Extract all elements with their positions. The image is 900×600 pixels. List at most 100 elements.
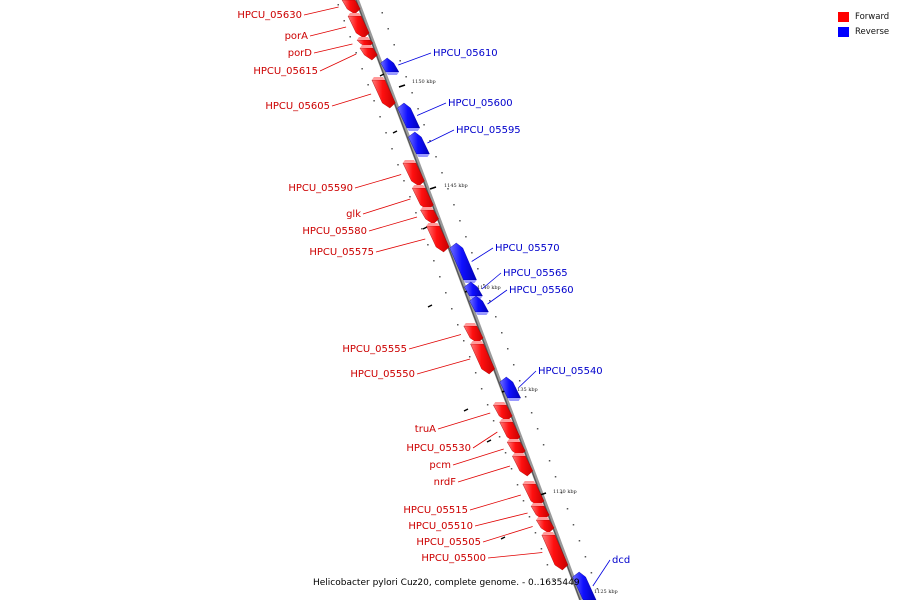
map-dot [489,300,491,302]
forward-gene[interactable] [535,517,555,534]
forward-gene[interactable] [371,77,396,109]
reverse-gene[interactable] [449,242,477,283]
gene-arrow-cap [512,453,526,456]
reverse-gene[interactable] [572,571,597,600]
map-dot [524,396,527,398]
gene-label[interactable]: HPCU_05560 [509,285,574,296]
gene-label[interactable]: HPCU_05540 [538,366,603,377]
gene-label[interactable]: HPCU_05500 [421,553,486,564]
gene-label[interactable]: HPCU_05555 [342,344,407,355]
gene-label-leader [398,52,432,66]
gene-label[interactable]: HPCU_05605 [265,101,330,112]
map-dot [373,100,375,102]
gene-label-leader [303,6,339,16]
gene-label[interactable]: HPCU_05565 [503,268,568,279]
gene-label-leader [354,174,402,189]
forward-gene[interactable] [470,341,495,375]
gene-label[interactable]: HPCU_05505 [416,537,481,548]
map-dot [546,564,549,566]
gene-label-leader [408,334,462,350]
forward-gene[interactable] [492,402,513,422]
map-dot [516,484,519,486]
gene-label-leader [416,102,447,116]
gene-label[interactable]: HPCU_05550 [350,369,415,380]
forward-gene[interactable] [426,223,450,253]
reverse-gene[interactable] [380,57,400,75]
reverse-gene[interactable] [397,102,421,131]
gene-label[interactable]: porA [285,31,309,42]
gene-label[interactable]: truA [415,424,436,435]
gene-label-leader [474,512,528,527]
gene-label[interactable]: HPCU_05630 [237,10,302,21]
gene-label-leader [375,238,426,253]
map-dot [560,492,563,494]
gene-arrow-cap [356,37,370,40]
forward-gene[interactable] [359,45,378,61]
map-dot [433,260,435,262]
gene-label-leader [313,43,353,54]
map-dot [510,468,513,470]
legend-forward-label: Forward [855,11,890,22]
scale-tick-label: 1125 kbp [594,589,618,595]
map-dot [542,444,545,446]
gene-label-leader [457,465,511,483]
gene-label-leader [452,448,504,466]
map-dot [504,452,507,454]
gene-label[interactable]: dcd [612,555,630,566]
gene-arrow-cap [530,503,544,506]
forward-gene[interactable] [341,0,361,15]
map-dot [439,276,441,278]
map-dot [411,92,413,94]
forward-gene[interactable] [511,453,534,477]
forward-gene[interactable] [347,13,370,39]
gene-label[interactable]: pcm [429,460,451,471]
map-dot [530,412,533,414]
gene-arrow-body[interactable] [341,0,361,15]
map-dot [423,124,425,126]
minor-tick [463,408,469,412]
gene-label[interactable]: nrdF [434,477,457,488]
gene-label[interactable]: HPCU_05615 [253,66,318,77]
reverse-gene[interactable] [408,131,430,157]
gene-label[interactable]: HPCU_05575 [309,247,374,258]
map-dot [361,68,363,70]
gene-label-leader [471,247,494,262]
gene-arrow-cap [359,45,373,48]
gene-label-leader [481,272,502,290]
gene-label[interactable]: HPCU_05570 [495,243,560,254]
gene-label[interactable]: HPCU_05580 [302,226,367,237]
gene-label[interactable]: HPCU_05600 [448,98,513,109]
gene-label[interactable]: porD [288,48,313,59]
forward-gene[interactable] [522,481,545,507]
gene-label-leader [368,216,418,232]
map-dot [518,380,521,382]
gene-arrow-body[interactable] [572,571,597,600]
gene-label[interactable]: HPCU_05590 [288,183,353,194]
map-dot [421,228,423,230]
gene-label-leader [469,494,521,511]
reverse-gene[interactable] [499,376,521,401]
gene-label[interactable]: HPCU_05595 [456,125,521,136]
forward-gene[interactable] [463,323,484,344]
forward-gene[interactable] [420,207,439,225]
forward-gene[interactable] [541,532,569,571]
gene-arrow-cap [475,312,489,315]
map-dot [337,4,339,6]
gene-label[interactable]: HPCU_05515 [403,505,468,516]
genome-caption: Helicobacter pylori Cuz20, complete geno… [313,578,580,588]
reverse-gene[interactable] [469,295,489,315]
map-dot [343,20,345,22]
map-dot [405,76,407,78]
map-dot [512,364,515,366]
map-dot [403,180,405,182]
gene-label-leader [472,431,498,449]
gene-arrow-cap [541,532,555,535]
gene-label[interactable]: HPCU_05530 [406,443,471,454]
gene-label[interactable]: HPCU_05610 [433,48,498,59]
forward-gene[interactable] [402,160,425,187]
gene-label[interactable]: HPCU_05510 [408,521,473,532]
forward-gene[interactable] [499,419,521,443]
minor-tick [486,439,492,443]
gene-arrow-body[interactable] [397,102,421,129]
gene-label[interactable]: glk [346,209,361,220]
